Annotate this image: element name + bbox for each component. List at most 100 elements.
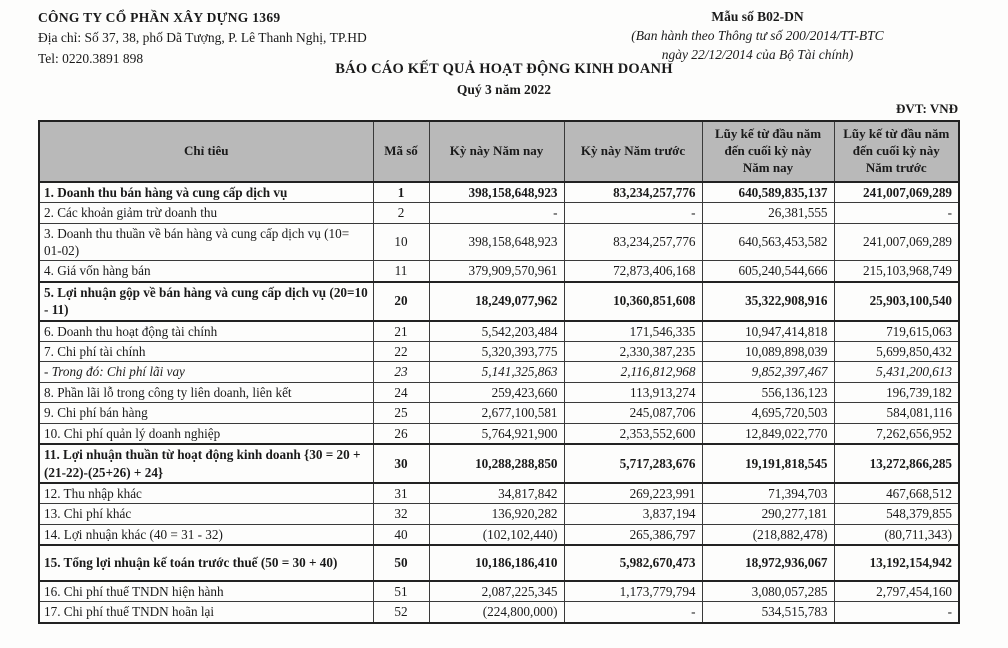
cell-q-now: 5,542,203,484	[428, 320, 565, 343]
header-luy-ke-nam-truoc-line3: Năm trước	[865, 159, 927, 175]
cell-ytd-now: 556,136,123	[701, 381, 835, 404]
cell-label: 9. Chi phí bán hàng	[38, 402, 374, 424]
cell-ytd-prev: 25,903,100,540	[833, 280, 960, 322]
cell-code: 20	[372, 280, 430, 322]
cell-q-now: 18,249,077,962	[428, 280, 565, 322]
cell-label: 17. Chi phí thuế TNDN hoãn lại	[38, 601, 374, 624]
cell-label: 15. Tổng lợi nhuận kế toán trước thuế (5…	[38, 544, 374, 582]
table-row: 17. Chi phí thuế TNDN hoãn lại 52 (224,8…	[38, 601, 960, 624]
cell-label: 1. Doanh thu bán hàng và cung cấp dịch v…	[38, 181, 374, 204]
table-row: 4. Giá vốn hàng bán 11 379,909,570,961 7…	[38, 260, 960, 283]
cell-code: 23	[372, 361, 430, 383]
cell-code: 52	[372, 601, 430, 624]
header-luy-ke-nam-nay: Lũy kế từ đầu năm đến cuối kỳ này Năm na…	[701, 120, 835, 183]
report-period: Quý 3 năm 2022	[456, 81, 552, 97]
cell-code: 30	[372, 443, 430, 484]
cell-ytd-prev: (80,711,343)	[833, 523, 960, 546]
cell-q-prev: 83,234,257,776	[563, 181, 703, 204]
cell-ytd-now: 10,947,414,818	[701, 320, 835, 343]
cell-q-prev: 2,353,552,600	[563, 422, 703, 445]
table-row: 12. Thu nhập khác 31 34,817,842 269,223,…	[38, 482, 960, 505]
table-row: 11. Lợi nhuận thuần từ hoạt động kinh do…	[38, 443, 960, 484]
company-block: CÔNG TY CỔ PHẦN XÂY DỰNG 1369 Địa chỉ: S…	[38, 8, 367, 69]
cell-q-prev: 2,330,387,235	[563, 341, 703, 363]
header-luy-ke-nam-nay-line2: đến cuối kỳ này	[724, 142, 812, 158]
cell-ytd-now: 26,381,555	[701, 202, 835, 224]
cell-label: 2. Các khoản giảm trừ doanh thu	[38, 202, 374, 224]
cell-q-prev: 245,087,706	[563, 402, 703, 424]
cell-q-prev: 2,116,812,968	[563, 361, 703, 383]
cell-ytd-now: 534,515,783	[701, 601, 835, 624]
cell-q-now: 10,186,186,410	[428, 544, 565, 582]
header-luy-ke-nam-truoc-line1: Lũy kế từ đầu năm	[843, 126, 950, 141]
cell-q-now: 136,920,282	[428, 503, 565, 525]
company-tel: Tel: 0220.3891 898	[38, 50, 144, 66]
cell-label: 14. Lợi nhuận khác (40 = 31 - 32)	[38, 523, 374, 546]
header-luy-ke-nam-nay-line3: Năm nay	[742, 159, 794, 175]
cell-ytd-now: 3,080,057,285	[701, 580, 835, 603]
cell-ytd-now: 19,191,818,545	[701, 443, 835, 484]
header-ky-nay-nam-truoc: Kỳ này Năm trước	[563, 120, 703, 183]
cell-ytd-prev: 5,699,850,432	[833, 341, 960, 363]
cell-q-prev: 1,173,779,794	[563, 580, 703, 603]
cell-ytd-now: 605,240,544,666	[701, 260, 835, 283]
cell-code: 51	[372, 580, 430, 603]
cell-code: 26	[372, 422, 430, 445]
cell-ytd-prev: 5,431,200,613	[833, 361, 960, 383]
cell-code: 40	[372, 523, 430, 546]
header-chi-tieu: Chỉ tiêu	[38, 120, 374, 183]
cell-label: 13. Chi phí khác	[38, 503, 374, 525]
cell-q-prev: 83,234,257,776	[563, 222, 703, 262]
table-row: 2. Các khoản giảm trừ doanh thu 2 - - 26…	[38, 202, 960, 224]
company-name: CÔNG TY CỔ PHẦN XÂY DỰNG 1369	[38, 10, 281, 25]
cell-ytd-now: 10,089,898,039	[701, 341, 835, 363]
header-row: Chỉ tiêu Mã số Kỳ này Năm nay Kỳ này Năm…	[38, 120, 960, 183]
cell-label: 4. Giá vốn hàng bán	[38, 260, 374, 283]
cell-q-now: 398,158,648,923	[428, 181, 565, 204]
table-header: Chỉ tiêu Mã số Kỳ này Năm nay Kỳ này Năm…	[38, 120, 960, 183]
cell-ytd-now: 640,563,453,582	[701, 222, 835, 262]
cell-q-prev: 5,982,670,473	[563, 544, 703, 582]
cell-ytd-prev: 13,272,866,285	[833, 443, 960, 484]
cell-code: 50	[372, 544, 430, 582]
cell-ytd-now: 18,972,936,067	[701, 544, 835, 582]
table-row: 7. Chi phí tài chính 22 5,320,393,775 2,…	[38, 341, 960, 363]
company-address: Địa chỉ: Số 37, 38, phố Dã Tượng, P. Lê …	[38, 30, 367, 46]
cell-code: 25	[372, 402, 430, 424]
cell-ytd-prev: 719,615,063	[833, 320, 960, 343]
cell-ytd-now: 71,394,703	[701, 482, 835, 505]
cell-q-prev: 171,546,335	[563, 320, 703, 343]
form-note-line2: ngày 22/12/2014 của Bộ Tài chính)	[661, 46, 854, 62]
title-block: BÁO CÁO KẾT QUẢ HOẠT ĐỘNG KINH DOANH Quý…	[0, 60, 1008, 98]
table-row: 1. Doanh thu bán hàng và cung cấp dịch v…	[38, 181, 960, 204]
header-luy-ke-nam-truoc: Lũy kế từ đầu năm đến cuối kỳ này Năm tr…	[833, 120, 960, 183]
report-title: BÁO CÁO KẾT QUẢ HOẠT ĐỘNG KINH DOANH	[335, 61, 673, 77]
cell-label: - Trong đó: Chi phí lãi vay	[38, 361, 374, 383]
cell-label: 6. Doanh thu hoạt động tài chính	[38, 320, 374, 343]
cell-ytd-prev: 215,103,968,749	[833, 260, 960, 283]
cell-q-now: (102,102,440)	[428, 523, 565, 546]
cell-q-now: -	[428, 202, 565, 224]
table-row: 5. Lợi nhuận gộp về bán hàng và cung cấp…	[38, 280, 960, 322]
cell-ytd-prev: 467,668,512	[833, 482, 960, 505]
header-luy-ke-nam-nay-line1: Lũy kế từ đầu năm	[714, 126, 822, 141]
table-row: 13. Chi phí khác 32 136,920,282 3,837,19…	[38, 503, 960, 525]
currency-unit: ĐVT: VNĐ	[896, 101, 958, 116]
cell-label: 11. Lợi nhuận thuần từ hoạt động kinh do…	[38, 443, 374, 484]
cell-ytd-now: 9,852,397,467	[701, 361, 835, 383]
cell-code: 24	[372, 381, 430, 404]
cell-code: 22	[372, 341, 430, 363]
cell-q-prev: 5,717,283,676	[563, 443, 703, 484]
cell-ytd-prev: 196,739,182	[833, 381, 960, 404]
cell-q-now: 259,423,660	[428, 381, 565, 404]
form-number: Mẫu số B02-DN	[711, 9, 804, 24]
header-ma-so: Mã số	[372, 120, 430, 183]
header-luy-ke-nam-truoc-line2: đến cuối kỳ này	[852, 142, 940, 158]
cell-q-prev: 72,873,406,168	[563, 260, 703, 283]
cell-q-prev: 265,386,797	[563, 523, 703, 546]
form-note-line1: (Ban hành theo Thông tư số 200/2014/TT-B…	[631, 27, 884, 43]
cell-code: 11	[372, 260, 430, 283]
cell-q-prev: -	[563, 601, 703, 624]
cell-ytd-prev: -	[833, 601, 960, 624]
cell-label: 5. Lợi nhuận gộp về bán hàng và cung cấp…	[38, 280, 374, 322]
